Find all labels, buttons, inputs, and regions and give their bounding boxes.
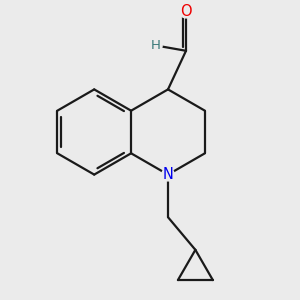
Circle shape [149, 39, 162, 52]
Circle shape [180, 5, 192, 18]
Text: H: H [151, 39, 161, 52]
Text: O: O [180, 4, 192, 19]
Text: N: N [163, 167, 173, 182]
Circle shape [162, 168, 174, 181]
